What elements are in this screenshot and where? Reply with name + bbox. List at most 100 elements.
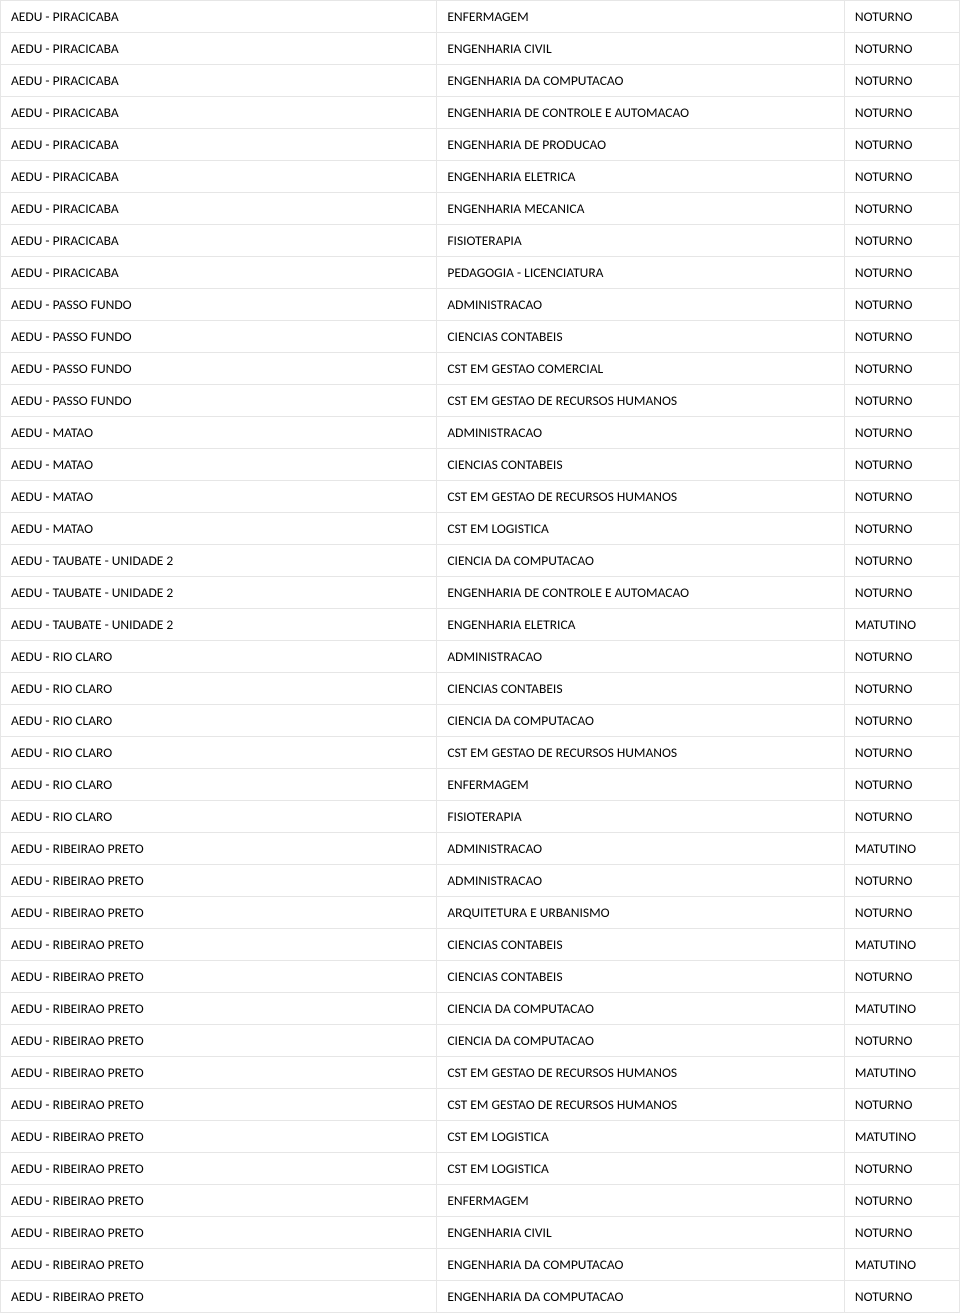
cell-course: ADMINISTRACAO [437, 641, 845, 673]
cell-period: NOTURNO [844, 961, 959, 993]
cell-period: NOTURNO [844, 129, 959, 161]
table-row: AEDU - PASSO FUNDOCST EM GESTAO COMERCIA… [1, 353, 960, 385]
table-row: AEDU - PIRACICABAENGENHARIA DE CONTROLE … [1, 97, 960, 129]
cell-period: NOTURNO [844, 865, 959, 897]
cell-course: CIENCIAS CONTABEIS [437, 321, 845, 353]
table-row: AEDU - RIBEIRAO PRETOCIENCIAS CONTABEISM… [1, 929, 960, 961]
cell-course: CST EM GESTAO DE RECURSOS HUMANOS [437, 1057, 845, 1089]
cell-period: NOTURNO [844, 385, 959, 417]
cell-period: NOTURNO [844, 225, 959, 257]
cell-period: NOTURNO [844, 545, 959, 577]
cell-institution: AEDU - RIO CLARO [1, 641, 437, 673]
table-row: AEDU - RIBEIRAO PRETOCST EM LOGISTICANOT… [1, 1153, 960, 1185]
cell-period: NOTURNO [844, 577, 959, 609]
cell-institution: AEDU - RIBEIRAO PRETO [1, 865, 437, 897]
courses-table: AEDU - PIRACICABAENFERMAGEMNOTURNOAEDU -… [0, 0, 960, 1313]
table-row: AEDU - RIBEIRAO PRETOCST EM GESTAO DE RE… [1, 1057, 960, 1089]
table-row: AEDU - RIBEIRAO PRETOADMINISTRACAOMATUTI… [1, 833, 960, 865]
cell-course: ENGENHARIA ELETRICA [437, 161, 845, 193]
table-row: AEDU - PIRACICABAPEDAGOGIA - LICENCIATUR… [1, 257, 960, 289]
table-row: AEDU - RIO CLAROCST EM GESTAO DE RECURSO… [1, 737, 960, 769]
cell-period: NOTURNO [844, 1025, 959, 1057]
cell-institution: AEDU - RIBEIRAO PRETO [1, 1057, 437, 1089]
cell-institution: AEDU - TAUBATE - UNIDADE 2 [1, 577, 437, 609]
cell-institution: AEDU - TAUBATE - UNIDADE 2 [1, 609, 437, 641]
table-row: AEDU - RIO CLAROFISIOTERAPIANOTURNO [1, 801, 960, 833]
cell-course: ADMINISTRACAO [437, 865, 845, 897]
cell-institution: AEDU - RIO CLARO [1, 673, 437, 705]
table-row: AEDU - PIRACICABAENGENHARIA CIVILNOTURNO [1, 33, 960, 65]
cell-course: CIENCIA DA COMPUTACAO [437, 705, 845, 737]
cell-period: NOTURNO [844, 193, 959, 225]
cell-course: CST EM LOGISTICA [437, 1121, 845, 1153]
cell-course: FISIOTERAPIA [437, 225, 845, 257]
cell-period: NOTURNO [844, 1, 959, 33]
cell-course: ENGENHARIA DE PRODUCAO [437, 129, 845, 161]
table-row: AEDU - MATAOCST EM GESTAO DE RECURSOS HU… [1, 481, 960, 513]
cell-institution: AEDU - RIBEIRAO PRETO [1, 1153, 437, 1185]
cell-period: NOTURNO [844, 481, 959, 513]
cell-period: NOTURNO [844, 97, 959, 129]
cell-period: NOTURNO [844, 321, 959, 353]
cell-institution: AEDU - MATAO [1, 481, 437, 513]
cell-period: NOTURNO [844, 449, 959, 481]
cell-course: CST EM GESTAO DE RECURSOS HUMANOS [437, 737, 845, 769]
cell-course: CIENCIAS CONTABEIS [437, 449, 845, 481]
cell-period: NOTURNO [844, 289, 959, 321]
cell-period: NOTURNO [844, 257, 959, 289]
table-row: AEDU - MATAOCST EM LOGISTICANOTURNO [1, 513, 960, 545]
table-row: AEDU - PIRACICABAENGENHARIA DE PRODUCAON… [1, 129, 960, 161]
cell-institution: AEDU - RIBEIRAO PRETO [1, 1025, 437, 1057]
table-row: AEDU - PIRACICABAENFERMAGEMNOTURNO [1, 1, 960, 33]
cell-institution: AEDU - PIRACICABA [1, 1, 437, 33]
cell-period: NOTURNO [844, 801, 959, 833]
cell-institution: AEDU - RIBEIRAO PRETO [1, 929, 437, 961]
cell-period: NOTURNO [844, 673, 959, 705]
cell-institution: AEDU - PASSO FUNDO [1, 353, 437, 385]
table-row: AEDU - TAUBATE - UNIDADE 2ENGENHARIA DE … [1, 577, 960, 609]
cell-course: ADMINISTRACAO [437, 833, 845, 865]
table-row: AEDU - RIBEIRAO PRETOCIENCIA DA COMPUTAC… [1, 1025, 960, 1057]
table-row: AEDU - RIBEIRAO PRETOENFERMAGEMNOTURNO [1, 1185, 960, 1217]
cell-institution: AEDU - PASSO FUNDO [1, 321, 437, 353]
cell-course: CST EM GESTAO DE RECURSOS HUMANOS [437, 481, 845, 513]
table-row: AEDU - MATAOADMINISTRACAONOTURNO [1, 417, 960, 449]
cell-institution: AEDU - PIRACICABA [1, 193, 437, 225]
cell-institution: AEDU - PIRACICABA [1, 257, 437, 289]
cell-institution: AEDU - PIRACICABA [1, 33, 437, 65]
table-row: AEDU - RIBEIRAO PRETOCIENCIA DA COMPUTAC… [1, 993, 960, 1025]
cell-institution: AEDU - RIO CLARO [1, 737, 437, 769]
table-row: AEDU - RIO CLAROENFERMAGEMNOTURNO [1, 769, 960, 801]
cell-course: CST EM GESTAO DE RECURSOS HUMANOS [437, 385, 845, 417]
cell-course: ENGENHARIA CIVIL [437, 1217, 845, 1249]
cell-institution: AEDU - MATAO [1, 449, 437, 481]
cell-course: CIENCIAS CONTABEIS [437, 961, 845, 993]
cell-institution: AEDU - RIBEIRAO PRETO [1, 1281, 437, 1313]
cell-period: NOTURNO [844, 769, 959, 801]
cell-course: ENGENHARIA DE CONTROLE E AUTOMACAO [437, 97, 845, 129]
cell-course: CIENCIA DA COMPUTACAO [437, 993, 845, 1025]
cell-period: NOTURNO [844, 737, 959, 769]
cell-period: MATUTINO [844, 993, 959, 1025]
cell-course: CIENCIAS CONTABEIS [437, 929, 845, 961]
cell-course: ENGENHARIA CIVIL [437, 33, 845, 65]
cell-course: ENGENHARIA MECANICA [437, 193, 845, 225]
cell-period: NOTURNO [844, 65, 959, 97]
cell-institution: AEDU - PASSO FUNDO [1, 289, 437, 321]
cell-course: CST EM LOGISTICA [437, 1153, 845, 1185]
cell-course: CIENCIAS CONTABEIS [437, 673, 845, 705]
cell-institution: AEDU - PIRACICABA [1, 65, 437, 97]
table-row: AEDU - RIBEIRAO PRETOCIENCIAS CONTABEISN… [1, 961, 960, 993]
cell-institution: AEDU - MATAO [1, 417, 437, 449]
cell-course: CIENCIA DA COMPUTACAO [437, 545, 845, 577]
table-row: AEDU - PASSO FUNDOCIENCIAS CONTABEISNOTU… [1, 321, 960, 353]
cell-institution: AEDU - RIBEIRAO PRETO [1, 897, 437, 929]
cell-period: NOTURNO [844, 161, 959, 193]
cell-institution: AEDU - RIO CLARO [1, 769, 437, 801]
cell-course: ENFERMAGEM [437, 1185, 845, 1217]
cell-period: MATUTINO [844, 929, 959, 961]
table-row: AEDU - RIBEIRAO PRETOADMINISTRACAONOTURN… [1, 865, 960, 897]
cell-course: ADMINISTRACAO [437, 417, 845, 449]
cell-course: ENGENHARIA DA COMPUTACAO [437, 65, 845, 97]
table-row: AEDU - RIBEIRAO PRETOCST EM LOGISTICAMAT… [1, 1121, 960, 1153]
